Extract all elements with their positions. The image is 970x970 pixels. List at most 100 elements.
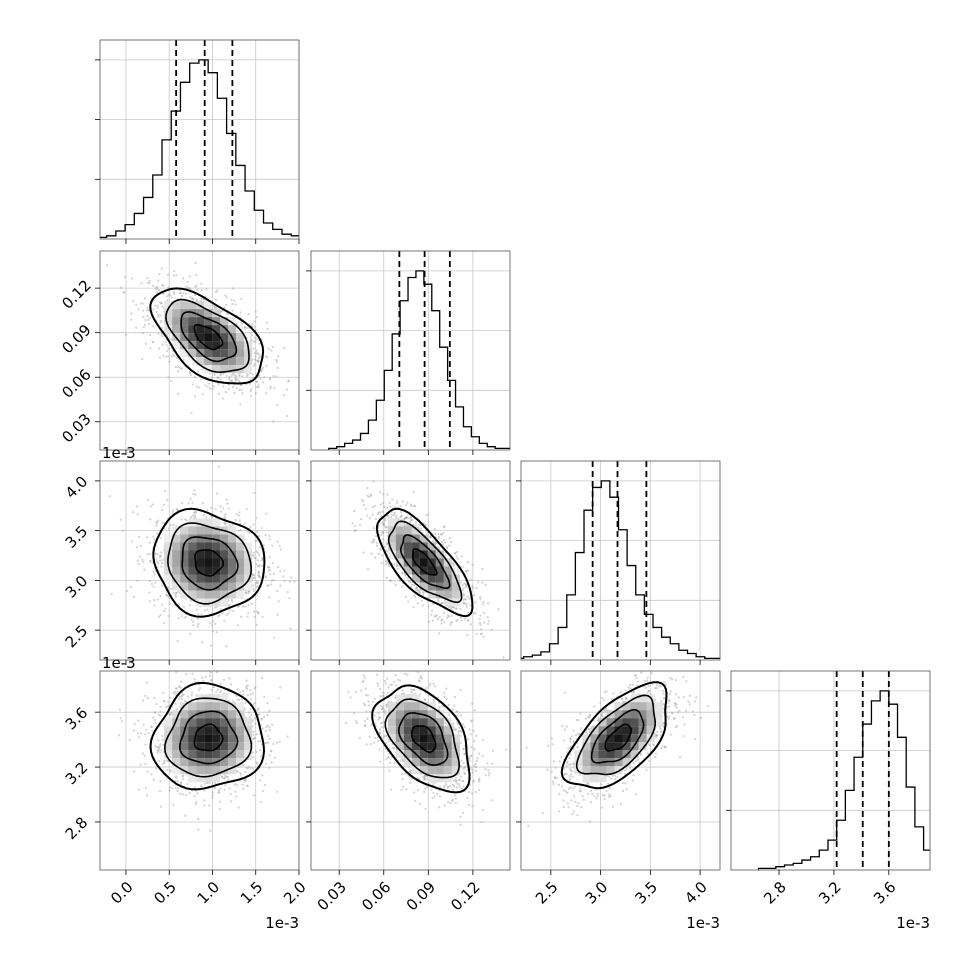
scatter-point (384, 519, 387, 522)
contour-line (167, 522, 253, 605)
scatter-point (201, 368, 204, 371)
scatter-point (157, 615, 160, 618)
scatter-point (377, 552, 381, 555)
scatter-point (366, 487, 369, 490)
scatter-point (260, 370, 263, 373)
scatter-point (167, 615, 170, 618)
scatter-point (223, 306, 226, 309)
scatter-point (425, 514, 428, 517)
scatter-point (136, 559, 139, 562)
scatter-point (421, 604, 424, 607)
scatter-point (368, 517, 372, 520)
scatter-point (172, 523, 175, 526)
scatter-point (364, 507, 368, 510)
scatter-point (260, 564, 263, 567)
density-cell (212, 550, 221, 559)
density-panel (311, 461, 510, 660)
scatter-point (243, 327, 246, 330)
scatter-point (397, 567, 400, 570)
scatter-point (371, 513, 374, 516)
scatter-point (409, 519, 413, 522)
scatter-point (255, 516, 258, 519)
scatter-point (148, 600, 151, 603)
scatter-point (429, 536, 432, 540)
scatter-point (443, 526, 446, 529)
scatter-point (253, 358, 256, 361)
scatter-point (433, 532, 437, 535)
scatter-point (209, 621, 212, 625)
scatter-point (219, 505, 222, 508)
scatter-point (249, 336, 252, 339)
scatter-point (173, 269, 176, 273)
scatter-point (275, 741, 278, 744)
scatter-point (155, 524, 158, 527)
scatter-point (165, 355, 168, 358)
scatter-point (461, 583, 464, 587)
scatter-point (141, 560, 144, 563)
scatter-point (108, 495, 111, 498)
scatter-point (267, 347, 270, 350)
scatter-point (253, 576, 256, 579)
scatter-point (159, 555, 162, 558)
scatter-point (177, 616, 180, 620)
density-cell (180, 317, 189, 326)
density-cell (212, 542, 221, 551)
scatter-point (169, 524, 172, 527)
scatter-point (223, 514, 226, 517)
scatter-point (255, 539, 259, 542)
scatter-point (255, 585, 258, 588)
scatter-point (437, 537, 441, 540)
density-cell (220, 365, 229, 374)
scatter-point (479, 632, 483, 636)
scatter-point (464, 582, 467, 586)
scatter-point (236, 784, 239, 787)
density-cell (236, 542, 245, 551)
scatter-point (159, 551, 163, 554)
scatter-point (182, 291, 185, 295)
density-cell (180, 590, 189, 599)
scatter-point (157, 347, 161, 350)
scatter-point (136, 579, 139, 582)
scatter-point (184, 814, 187, 817)
scatter-point (418, 523, 422, 527)
scatter-point (217, 662, 219, 664)
histogram-panel (521, 461, 720, 660)
density-cell (204, 582, 213, 591)
scatter-point (450, 621, 454, 624)
contour-line (180, 311, 238, 363)
scatter-point (258, 353, 261, 356)
density-cell (212, 574, 221, 583)
scatter-point (440, 540, 444, 544)
density-cell (212, 590, 221, 599)
scatter-point (375, 544, 379, 547)
scatter-point (244, 591, 247, 594)
contour-line (149, 287, 265, 385)
scatter-point (153, 604, 156, 607)
scatter-point (279, 686, 282, 689)
scatter-point (465, 585, 468, 588)
scatter-point (236, 605, 240, 608)
scatter-point (251, 554, 254, 557)
scatter-point (139, 544, 142, 547)
scatter-point (255, 352, 258, 355)
scatter-point (159, 805, 163, 808)
scatter-point (225, 374, 228, 377)
scatter-point (266, 566, 270, 569)
scatter-point (249, 390, 252, 393)
scatter-point (152, 585, 155, 588)
scatter-point (279, 548, 282, 551)
density-cell (164, 534, 173, 543)
scatter-point (235, 375, 238, 378)
scatter-point (420, 599, 423, 602)
scatter-point (219, 372, 222, 375)
scatter-point (351, 522, 354, 525)
scatter-point (167, 286, 170, 289)
scatter-point (144, 733, 147, 736)
scatter-point (219, 378, 222, 381)
scatter-point (362, 551, 365, 554)
density-cell (180, 582, 189, 591)
scatter-point (401, 571, 404, 574)
scatter-point (283, 346, 286, 350)
scatter-point (160, 561, 164, 565)
histogram-panel (731, 671, 930, 870)
